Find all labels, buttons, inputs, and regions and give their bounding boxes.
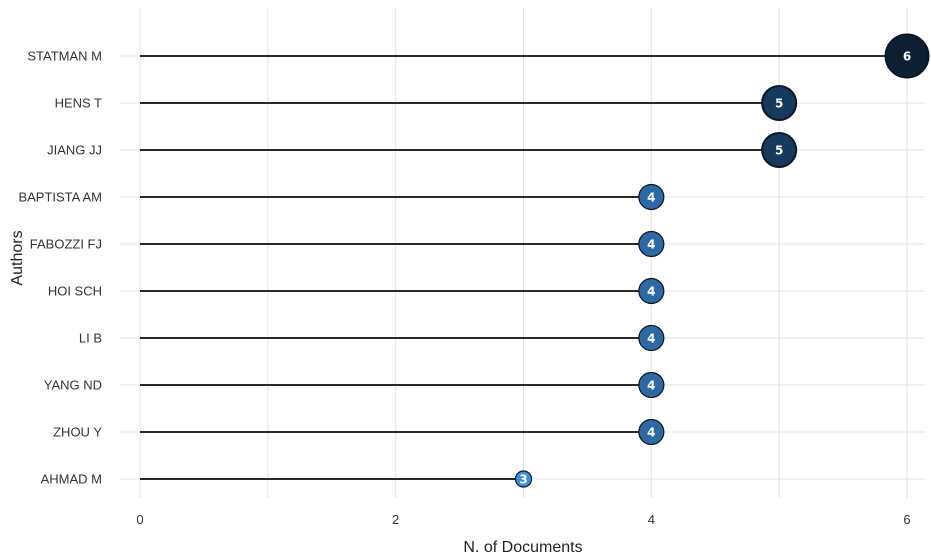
x-tick-label: 2 [392, 512, 399, 527]
data-point-bubble [638, 230, 665, 258]
y-tick-label: LI B [79, 331, 102, 346]
y-tick-label: ZHOU Y [53, 425, 102, 440]
data-point-bubble [638, 371, 665, 399]
y-tick-label: BAPTISTA AM [18, 190, 102, 205]
y-tick-label: JIANG JJ [47, 143, 102, 158]
grid-layer [120, 8, 925, 498]
y-tick-labels: STATMAN M HENS T JIANG JJ BAPTISTA AM FABOZZ… [18, 49, 102, 487]
data-label: 4 [647, 379, 655, 393]
data-label: 4 [647, 332, 655, 346]
x-tick-labels: 0 2 4 6 [136, 512, 910, 527]
x-tick-label: 6 [903, 512, 910, 527]
data-point-bubble [514, 470, 533, 488]
data-label: 5 [775, 144, 783, 158]
y-tick-label: STATMAN M [27, 49, 102, 64]
data-label: 3 [519, 473, 527, 487]
y-tick-label: FABOZZI FJ [30, 237, 102, 252]
y-tick-label: YANG ND [44, 378, 102, 393]
data-point-bubble [638, 418, 665, 446]
data-point-bubble [884, 33, 930, 79]
data-label: 6 [903, 50, 911, 64]
x-axis-title: N. of Documents [463, 539, 582, 556]
data-point-bubble [761, 85, 798, 121]
x-tick-label: 4 [648, 512, 655, 527]
x-tick-label: 0 [136, 512, 143, 527]
y-tick-label: AHMAD M [41, 472, 102, 487]
data-label: 4 [647, 191, 655, 205]
data-point-bubble [638, 324, 665, 352]
data-label: 4 [647, 285, 655, 299]
data-point-bubble [638, 183, 665, 211]
stem-layer [140, 55, 907, 480]
y-tick-label: HENS T [55, 96, 102, 111]
data-point-bubble [761, 132, 798, 168]
data-label: 5 [775, 97, 783, 111]
data-point-bubble [638, 277, 665, 305]
y-axis-title: Authors [9, 230, 26, 285]
y-tick-label: HOI SCH [48, 284, 102, 299]
bubble-layer: 6 5 5 4 4 4 4 4 4 3 [514, 33, 930, 488]
data-label: 4 [647, 238, 655, 252]
data-label: 4 [647, 426, 655, 440]
